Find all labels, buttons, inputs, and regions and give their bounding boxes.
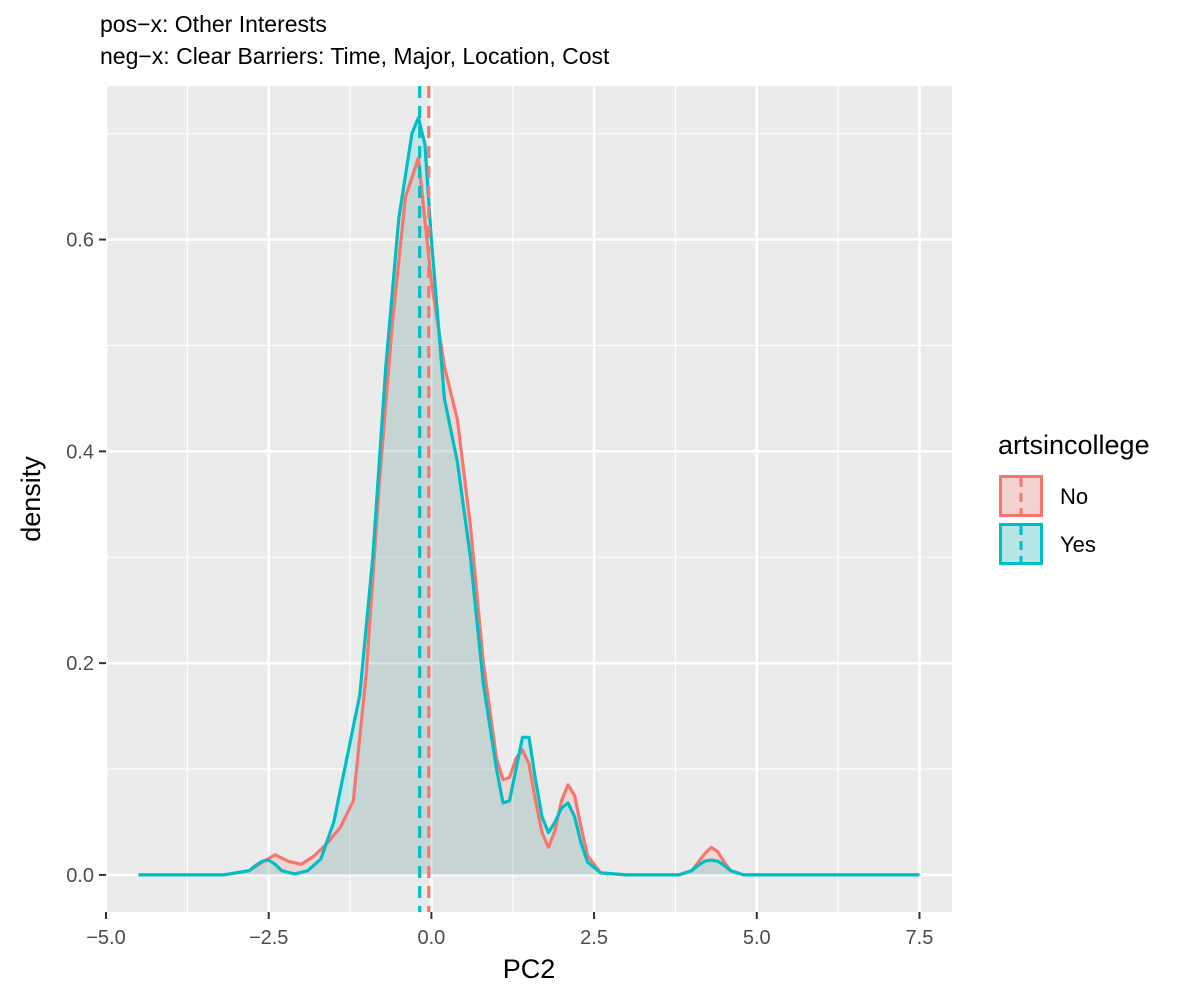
legend-label: Yes xyxy=(1060,532,1096,557)
density-lines xyxy=(138,116,920,877)
x-tick-label: −5.0 xyxy=(86,927,125,949)
legend-keys: No Yes xyxy=(999,475,1096,565)
y-tick-label: 0.4 xyxy=(66,441,94,463)
y-axis: 0.0 0.2 0.4 0.6 xyxy=(66,230,106,887)
legend-key-yes: Yes xyxy=(999,523,1096,565)
x-axis-title: PC2 xyxy=(503,954,556,984)
x-tick-label: 2.5 xyxy=(580,927,608,949)
y-tick-label: 0.6 xyxy=(66,230,94,252)
x-axis: −5.0 −2.5 0.0 2.5 5.0 7.5 xyxy=(86,912,933,949)
plot-panel xyxy=(106,86,952,912)
y-tick-label: 0.0 xyxy=(66,865,94,887)
chart-title-line-1: pos−x: Other Interests xyxy=(100,11,327,37)
x-tick-label: 5.0 xyxy=(743,927,771,949)
y-axis-title: density xyxy=(16,456,46,542)
mean-lines xyxy=(418,86,431,912)
density-line-yes xyxy=(138,116,920,877)
legend-key-no: No xyxy=(999,475,1088,517)
chart-title-line-2: neg−x: Clear Barriers: Time, Major, Loca… xyxy=(100,43,610,69)
x-tick-label: 7.5 xyxy=(906,927,934,949)
x-tick-label: 0.0 xyxy=(417,927,445,949)
major-gridlines xyxy=(104,86,952,912)
legend: artsincollege No Yes xyxy=(998,430,1150,565)
y-tick-label: 0.2 xyxy=(66,653,94,675)
x-tick-label: −2.5 xyxy=(249,927,288,949)
legend-label: No xyxy=(1060,484,1088,509)
legend-title: artsincollege xyxy=(998,430,1150,460)
